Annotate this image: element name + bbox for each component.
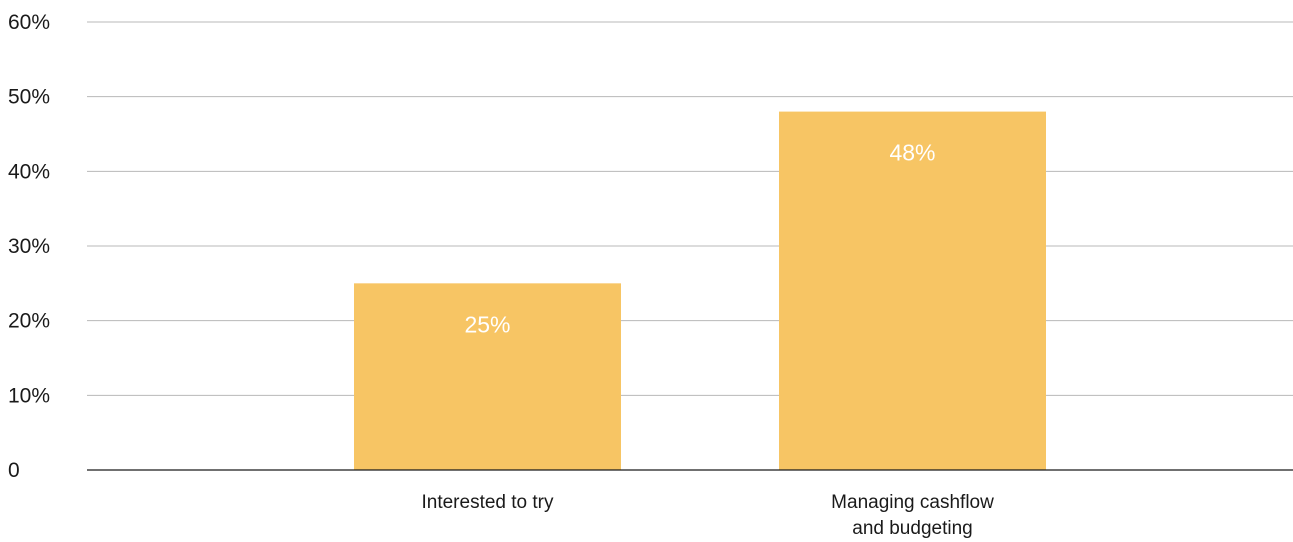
bar-data-label: 25% [464, 311, 510, 337]
x-axis-category-labels: Interested to try Managing cashflow and bu… [421, 492, 994, 539]
y-tick-label: 30% [8, 235, 50, 258]
bars [354, 111, 1046, 470]
y-axis-tick-labels: 0 10% 20% 30% 40% 50% 60% [8, 11, 50, 482]
x-category-label: Interested to try [421, 492, 554, 513]
y-tick-label: 60% [8, 11, 50, 34]
y-tick-label: 50% [8, 86, 50, 109]
y-tick-label: 0 [8, 459, 20, 482]
y-tick-label: 40% [8, 160, 50, 183]
gridlines [87, 21, 1293, 396]
x-category-label: Managing cashflow [831, 492, 994, 513]
bar [354, 283, 621, 470]
data-labels: 25% 48% [464, 140, 935, 338]
y-tick-label: 10% [8, 384, 50, 407]
x-category-label: and budgeting [852, 518, 972, 539]
y-tick-label: 20% [8, 310, 50, 333]
bar-data-label: 48% [889, 140, 935, 166]
bar [779, 111, 1046, 470]
